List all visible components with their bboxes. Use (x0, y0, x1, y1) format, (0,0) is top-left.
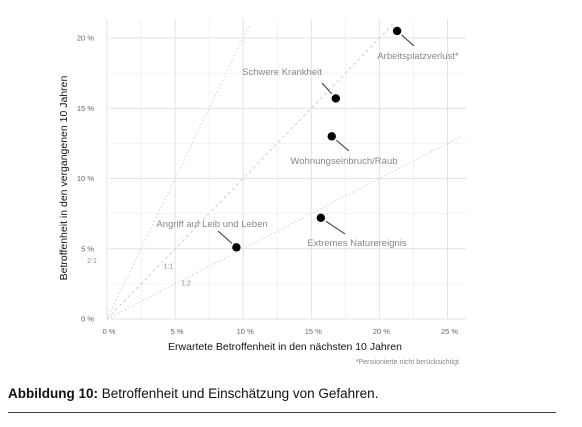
data-point (327, 132, 336, 141)
x-tick-label: 5 % (171, 327, 184, 336)
grid (106, 19, 466, 320)
y-tick-label: 0 % (81, 315, 94, 324)
y-tick-label: 5 % (81, 244, 94, 253)
x-tick-label: 15 % (305, 327, 322, 336)
x-tick-label: 25 % (441, 327, 458, 336)
point-label: Arbeitsplatzverlust* (377, 51, 459, 62)
label-leader-line (217, 230, 233, 244)
y-tick-label: 15 % (77, 104, 94, 113)
scatter-chart: 2:1 1:1 1:2 0 % 5 % 10 % 15 % 20 % 25 % 0 % 5 % 10… (58, 19, 466, 366)
caption-rule (8, 412, 556, 413)
caption-text: Betroffenheit und Einschätzung von Gefah… (98, 386, 379, 401)
point-label: Wohnungseinbruch/Raub (290, 156, 397, 167)
label-leader-line (401, 34, 415, 47)
reference-line-label: 1:2 (181, 280, 191, 287)
y-axis-label: Betroffenheit in den vergangenen 10 Jahr… (58, 75, 70, 280)
reference-line-label: 2:1 (87, 258, 97, 265)
reference-line-label: 1:1 (163, 263, 173, 270)
x-axis-label: Erwartete Betroffenheit in den nächsten … (168, 341, 402, 353)
x-tick-label: 0 % (103, 327, 116, 336)
label-leader-line (325, 220, 346, 235)
y-tick-label: 20 % (77, 34, 94, 43)
data-point (392, 26, 402, 36)
reference-line (106, 135, 462, 320)
data-point (232, 243, 241, 252)
reference-line (106, 23, 251, 320)
x-tick-label: 10 % (237, 327, 254, 336)
point-labels: Arbeitsplatzverlust* Schwere Krankheit Woh… (156, 51, 459, 249)
footnote: *Pensionierte nicht berücksichtigt (356, 359, 459, 366)
label-leader-line (335, 139, 350, 152)
data-point (316, 213, 326, 223)
point-label: Extremes Naturereignis (307, 238, 407, 249)
point-label: Schwere Krankheit (242, 67, 322, 78)
data-point (331, 94, 341, 103)
reference-lines: 2:1 1:1 1:2 (87, 23, 462, 320)
label-leaders (217, 34, 415, 244)
y-tick-label: 10 % (77, 174, 94, 183)
point-label: Angriff auf Leib und Leben (156, 219, 267, 230)
tick-labels: 0 % 5 % 10 % 15 % 20 % 25 % 0 % 5 % 10 % 15 % 20 % (77, 34, 458, 337)
x-tick-label: 20 % (373, 327, 390, 336)
label-leader-line (321, 82, 333, 95)
caption-prefix: Abbildung 10: (8, 386, 98, 401)
data-points (232, 26, 402, 252)
figure-caption: Abbildung 10: Betroffenheit und Einschät… (8, 386, 378, 401)
reference-line (106, 23, 394, 320)
